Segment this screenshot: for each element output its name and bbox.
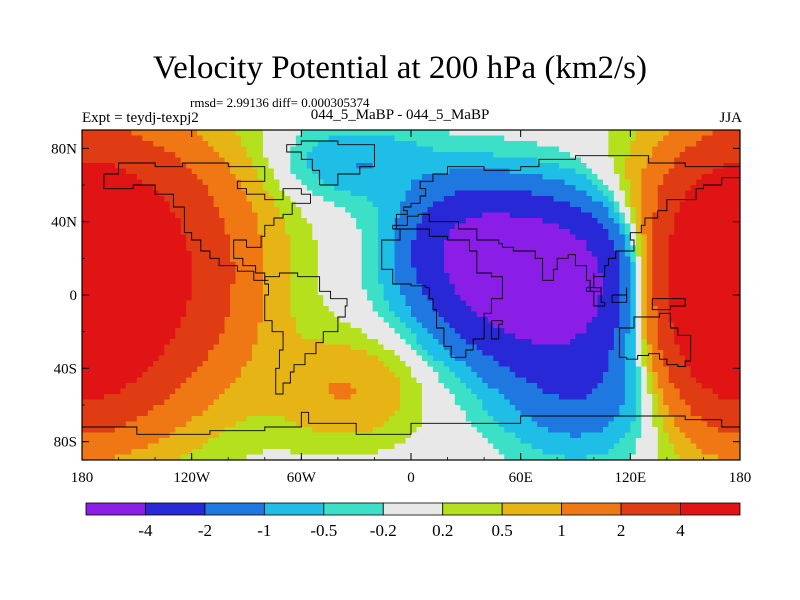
colorbar-label: -0.2 [370,521,397,540]
colorbar-swatch [204,502,265,516]
colorbar-label: 2 [617,521,626,540]
colorbar-label: -0.5 [310,521,337,540]
experiment-label: Expt = teydj-texpj2 [82,110,199,126]
coastline-8 [611,287,628,303]
colorbar-label: -4 [138,521,153,540]
colorbar-swatch [501,502,563,516]
colorbar-label: 0.2 [432,521,453,540]
colorbar-swatch [263,502,325,516]
coastline-outlines [82,140,740,435]
coastline-3 [392,155,740,292]
x-tick-label: 180 [71,470,94,486]
colorbar-swatch [145,502,206,516]
coastline-0 [103,162,311,281]
colorbar-swatch [323,502,384,516]
coastline-9 [651,298,686,311]
x-tick-label: 0 [407,470,415,486]
stats-line: rmsd= 2.99136 diff= 0.000305374 [190,95,370,110]
coastline-5 [286,140,375,186]
colorbar-label: 1 [557,521,566,540]
contour-field [82,130,740,460]
colorbar-label: 0.5 [492,521,513,540]
coastline-7 [586,287,606,307]
coastline-10 [490,320,503,340]
y-tick-label: 40S [54,361,77,377]
colorbar-swatch [561,502,622,516]
x-tick-label: 60E [509,470,533,486]
colorbar-swatch [620,502,681,516]
colorbar-swatch [85,502,146,516]
colorbar-swatch [442,502,503,516]
map-axes: 180 120W 60W 0 60E 120E 180 80N 40N 0 40S 80S [51,130,751,486]
x-tick-label: 60W [287,470,317,486]
colorbar-swatch [680,502,741,516]
colorbar: -4 -2 -1 -0.5 -0.2 0.2 0.5 1 2 4 [85,502,741,540]
x-tick-label: 120E [614,470,646,486]
y-tick-label: 0 [70,288,78,304]
coastline-1 [264,272,348,395]
x-tick-label: 120W [173,470,211,486]
y-tick-label: 80S [54,435,77,451]
chart-title: Velocity Potential at 200 hPa (km2/s) [152,50,648,86]
y-tick-label: 80N [51,141,77,157]
coastline-2 [381,228,503,358]
coastline-4 [618,312,692,367]
colorbar-label: -1 [257,521,271,540]
colorbar-label: 4 [676,521,685,540]
season-label: JJA [719,110,742,126]
center-label: 044_5_MaBP - 044_5_MaBP [310,107,490,123]
x-tick-label: 180 [729,470,752,486]
colorbar-label: -2 [198,521,212,540]
y-tick-label: 40N [51,215,77,231]
colorbar-swatch [382,502,444,516]
coastline-6 [82,411,740,435]
